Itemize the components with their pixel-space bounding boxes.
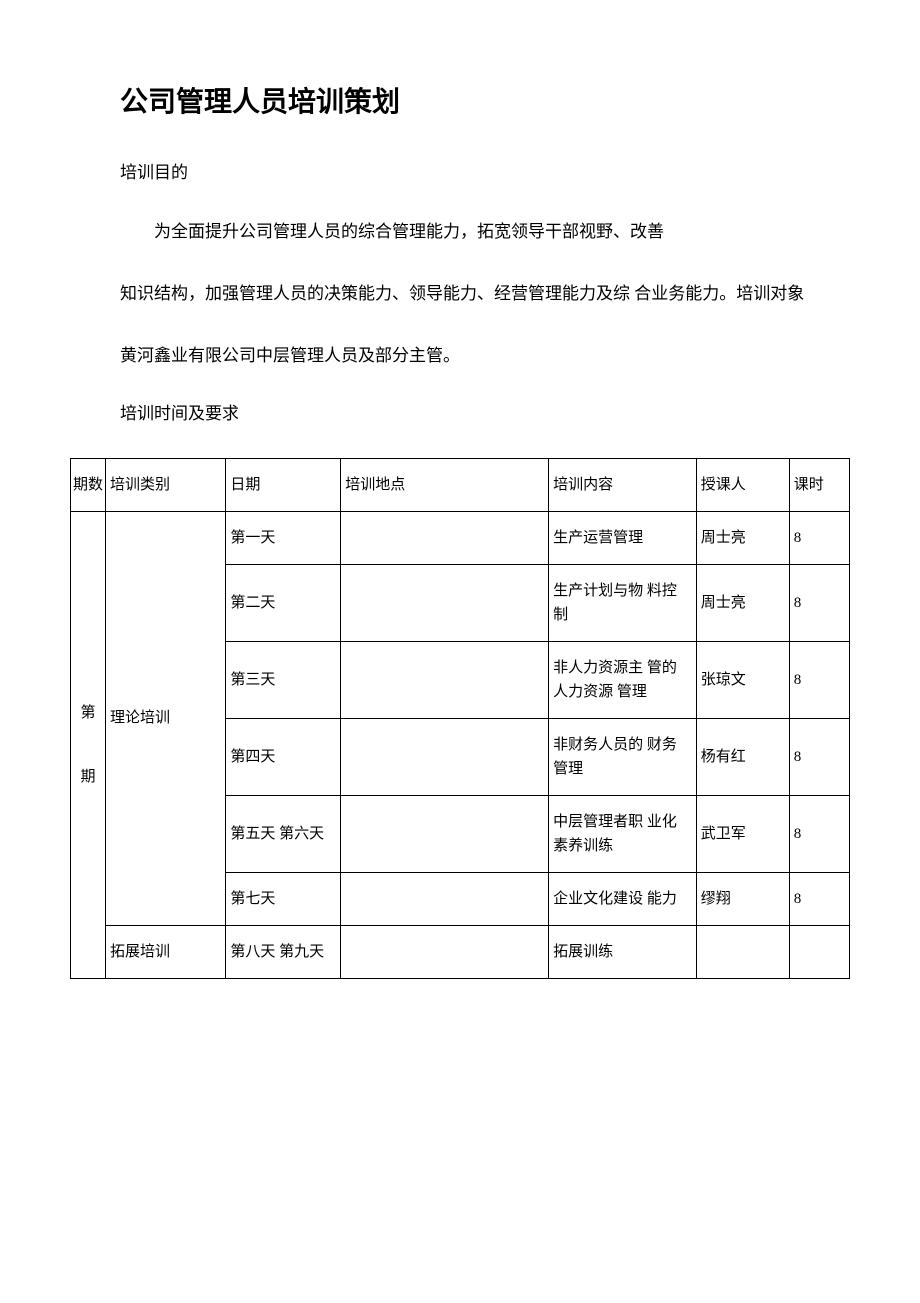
cell-content: 中层管理者职 业化素养训练 [549,795,697,872]
cell-location [341,872,549,925]
cell-content: 生产运营管理 [549,511,697,564]
cell-instructor: 杨有红 [696,718,789,795]
header-category: 培训类别 [106,458,226,511]
cell-instructor [696,925,789,978]
cell-hours: 8 [789,795,849,872]
table-row: 第 期 理论培训 第一天 生产运营管理 周士亮 8 [71,511,850,564]
purpose-paragraph-1: 为全面提升公司管理人员的综合管理能力，拓宽领导干部视野、改善 [120,217,850,248]
cell-date: 第二天 [226,564,341,641]
cell-hours: 8 [789,872,849,925]
table-row: 拓展培训 第八天 第九天 拓展训练 [71,925,850,978]
cell-period: 第 期 [71,511,106,978]
cell-instructor: 武卫军 [696,795,789,872]
header-instructor: 授课人 [696,458,789,511]
cell-date: 第四天 [226,718,341,795]
header-date: 日期 [226,458,341,511]
cell-location [341,795,549,872]
cell-date: 第五天 第六天 [226,795,341,872]
cell-hours: 8 [789,564,849,641]
purpose-paragraph-2: 知识结构，加强管理人员的决策能力、领导能力、经营管理能力及综 合业务能力。培训对… [120,275,850,312]
training-schedule-table: 期数 培训类别 日期 培训地点 培训内容 授课人 课时 第 期 理论培训 第一天… [70,458,850,979]
header-content: 培训内容 [549,458,697,511]
cell-instructor: 缪翔 [696,872,789,925]
cell-instructor: 周士亮 [696,511,789,564]
table-header-row: 期数 培训类别 日期 培训地点 培训内容 授课人 课时 [71,458,850,511]
period-label-1: 第 [73,701,103,725]
header-period: 期数 [71,458,106,511]
period-label-2: 期 [73,765,103,789]
cell-location [341,564,549,641]
cell-hours: 8 [789,641,849,718]
cell-category-theory: 理论培训 [106,511,226,925]
cell-content: 生产计划与物 料控制 [549,564,697,641]
cell-location [341,718,549,795]
cell-date: 第三天 [226,641,341,718]
cell-date: 第七天 [226,872,341,925]
cell-category-expand: 拓展培训 [106,925,226,978]
cell-location [341,511,549,564]
cell-content: 非财务人员的 财务管理 [549,718,697,795]
cell-instructor: 周士亮 [696,564,789,641]
cell-content: 企业文化建设 能力 [549,872,697,925]
target-text: 黄河鑫业有限公司中层管理人员及部分主管。 [120,341,850,372]
cell-content: 非人力资源主 管的人力资源 管理 [549,641,697,718]
cell-location [341,925,549,978]
header-location: 培训地点 [341,458,549,511]
purpose-heading: 培训目的 [120,158,850,189]
cell-date: 第八天 第九天 [226,925,341,978]
cell-hours: 8 [789,718,849,795]
time-heading: 培训时间及要求 [120,399,850,430]
cell-hours: 8 [789,511,849,564]
cell-instructor: 张琼文 [696,641,789,718]
cell-location [341,641,549,718]
cell-content: 拓展训练 [549,925,697,978]
header-hours: 课时 [789,458,849,511]
document-title: 公司管理人员培训策划 [120,80,850,120]
cell-hours [789,925,849,978]
cell-date: 第一天 [226,511,341,564]
